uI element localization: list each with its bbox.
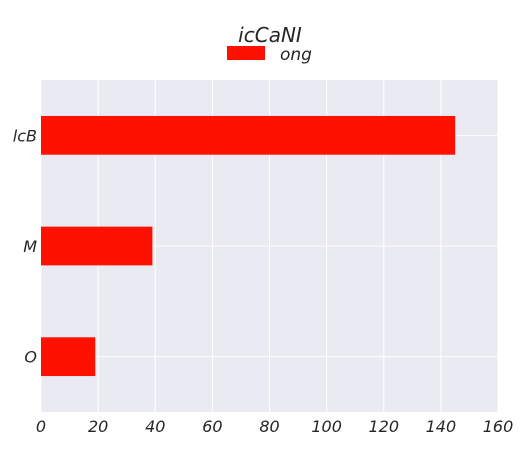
legend-swatch xyxy=(227,46,265,60)
legend: ong xyxy=(227,45,312,65)
legend-label: ong xyxy=(280,45,312,65)
x-tick-label: 160 xyxy=(483,417,514,436)
bar xyxy=(41,115,456,155)
bar xyxy=(41,337,96,377)
x-tick-label: 80 xyxy=(259,417,279,436)
chart-title: icCaNI xyxy=(238,23,302,47)
y-tick-label: M xyxy=(23,237,37,256)
x-tick-label: 140 xyxy=(426,417,457,436)
bars xyxy=(41,115,456,377)
y-tick-label: lcB xyxy=(13,126,37,145)
x-tick-label: 60 xyxy=(202,417,222,436)
x-tick-label: 100 xyxy=(311,417,342,436)
x-tick-label: 120 xyxy=(368,417,399,436)
x-tick-label: 40 xyxy=(145,417,165,436)
x-tick-label: 20 xyxy=(88,417,108,436)
bar xyxy=(41,226,153,266)
x-tick-labels: 0 20 40 60 80 100 120 140 160 xyxy=(36,417,513,436)
y-tick-label: O xyxy=(24,348,37,367)
x-tick-label: 0 xyxy=(36,417,46,436)
